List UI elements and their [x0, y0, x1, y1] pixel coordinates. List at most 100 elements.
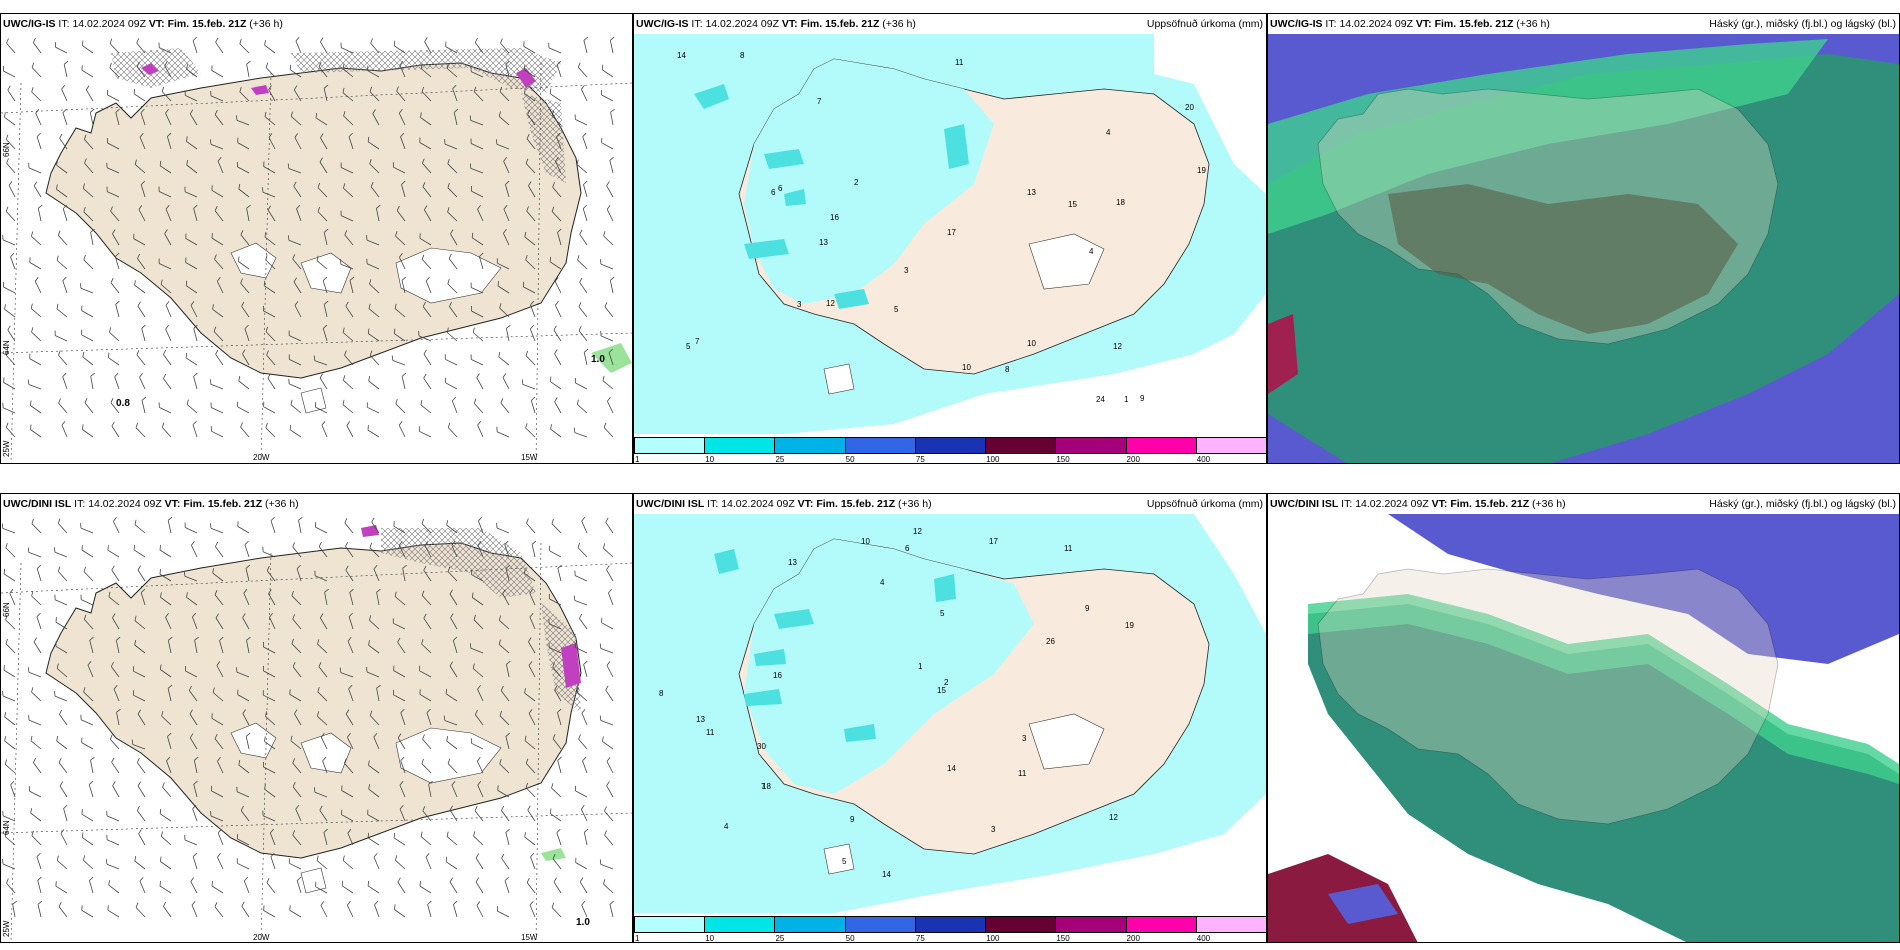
wind-barb [577, 259, 588, 270]
precip-value: 2 [854, 178, 859, 187]
wind-barb [10, 256, 16, 270]
wind-barb [186, 164, 198, 174]
wind-barb-flag [420, 831, 423, 837]
wind-barb [295, 808, 302, 822]
wind-barb [422, 162, 432, 174]
wind-barb [449, 306, 458, 318]
wind-barb [263, 670, 276, 678]
wind-barb-flag [289, 64, 292, 70]
wind-barb-flag [5, 638, 8, 644]
wind-barb-flag [270, 852, 275, 857]
wind-barb-flag [243, 588, 248, 594]
wind-barb-flag [447, 566, 451, 572]
wind-barb-flag [241, 901, 245, 907]
wind-barb-flag [599, 859, 602, 865]
wind-barb [265, 67, 276, 78]
wind-barb [106, 815, 120, 822]
lat-label-66n: 66N [2, 602, 11, 617]
wind-barb-flag [553, 325, 557, 331]
wind-barb [112, 233, 120, 246]
wind-barb-flag [452, 396, 456, 402]
wind-barb-flag [422, 158, 425, 164]
wind-barb-flag [423, 373, 427, 379]
precip-area-mid [694, 84, 969, 309]
wind-barb [107, 191, 120, 198]
wind-barb-flag [579, 229, 583, 235]
wind-barb [263, 166, 276, 174]
wind-barb [89, 880, 94, 894]
wind-barb [396, 210, 406, 222]
wind-barb-flag [398, 109, 403, 114]
wind-barb-flag [373, 732, 378, 738]
wind-barb-flag [190, 877, 194, 882]
wind-barb-flag [609, 900, 614, 905]
wind-barb [167, 736, 172, 750]
wind-barb [8, 185, 16, 198]
wind-barb [421, 523, 432, 534]
wind-barb-flag [422, 734, 425, 740]
wind-barb-flag [31, 231, 34, 237]
wind-barb [604, 834, 614, 846]
wind-barb [31, 67, 42, 78]
wind-barb [527, 809, 536, 822]
wind-barb-flag [529, 900, 534, 906]
wind-barb-flag [163, 373, 167, 379]
wind-barb [602, 741, 614, 750]
wind-barb [317, 691, 328, 702]
wind-barb-flag [341, 880, 344, 886]
wind-barb-flag [576, 399, 579, 405]
wind-barb-flag [552, 854, 556, 859]
wind-barb-flag [498, 615, 502, 621]
wind-barb [401, 280, 406, 294]
wind-barb [473, 403, 484, 414]
wind-barb-flag [186, 592, 188, 598]
wind-barb-flag [401, 372, 407, 377]
wind-barb-flag [502, 373, 507, 378]
wind-barb-flag [4, 759, 7, 765]
wind-barb [322, 280, 328, 294]
wind-barb-flag [217, 853, 221, 858]
wind-barb [319, 617, 328, 630]
wind-barb-flag [450, 613, 454, 618]
wind-barb [449, 593, 458, 606]
wind-barb [56, 860, 68, 870]
wind-barb [210, 95, 224, 102]
wind-barb-flag [4, 112, 6, 118]
wind-barb [84, 162, 94, 174]
wind-barb-flag [186, 160, 189, 166]
wind-barb-flag [451, 780, 456, 786]
wind-barb [498, 644, 510, 654]
wind-barb [471, 237, 484, 246]
colorbar-swatch [914, 916, 987, 933]
wind-barb-flag [471, 232, 474, 238]
colorbar-swatch [704, 916, 776, 933]
wind-barb [240, 282, 250, 294]
wind-barb-flag [502, 589, 506, 594]
wind-barb [423, 378, 432, 390]
wind-barb [28, 671, 42, 678]
wind-barb-flag [469, 115, 472, 121]
wind-barb-flag [555, 157, 559, 162]
wind-barb-flag [164, 61, 168, 66]
wind-barb [263, 285, 276, 294]
wind-barb-flag [447, 422, 451, 428]
wind-barb-flag [499, 86, 503, 92]
wind-barb [525, 355, 536, 366]
wind-barb [10, 784, 16, 798]
wind-barb [291, 643, 302, 654]
wind-barb [165, 617, 172, 630]
wind-barb-flag [551, 110, 555, 116]
wind-barb [478, 520, 484, 534]
wind-barb [289, 429, 302, 438]
wind-barb [528, 665, 536, 678]
cloud-low-layer [1388, 514, 1899, 664]
wind-barb-flag [526, 877, 530, 883]
wind-barb-flag [604, 302, 608, 307]
wind-barb [81, 910, 94, 918]
wind-barb-flag [319, 157, 323, 163]
wind-barb-flag [504, 876, 509, 881]
wind-barb [193, 208, 198, 222]
wind-barb [601, 69, 614, 78]
wind-barb [445, 46, 458, 54]
wind-barb-flag [449, 589, 453, 595]
